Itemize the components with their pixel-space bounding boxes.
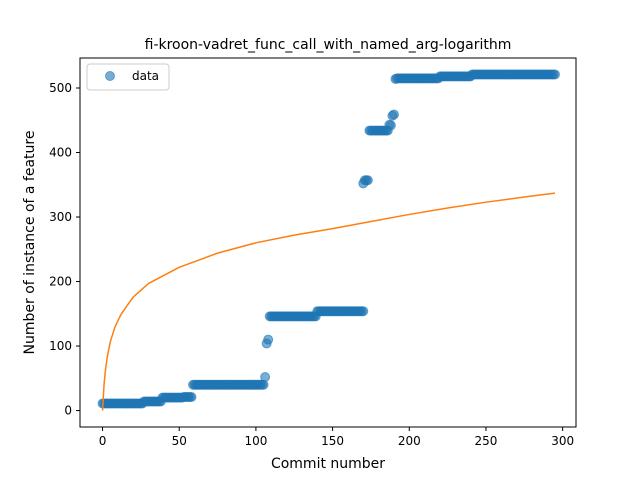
legend-label-data: data — [132, 69, 159, 83]
axis-ticks: 0 50 100 150 200 250 300 0 100 200 300 400 500 — [49, 81, 574, 448]
data-point — [549, 69, 560, 80]
y-tick-label: 100 — [49, 339, 72, 353]
data-point — [260, 372, 271, 382]
data-point — [388, 109, 399, 120]
data-point — [390, 73, 401, 84]
y-tick-label: 200 — [49, 275, 72, 289]
y-tick-label: 500 — [49, 81, 72, 95]
x-tick-label: 100 — [244, 434, 267, 448]
y-tick-label: 0 — [64, 404, 72, 418]
axes-frame — [79, 57, 577, 428]
data-point — [358, 178, 369, 189]
data-point — [358, 306, 369, 317]
x-axis-label: Commit number — [271, 456, 385, 472]
legend-marker-data — [105, 71, 115, 81]
y-tick-label: 400 — [49, 146, 72, 160]
x-tick-label: 200 — [398, 434, 421, 448]
plot-area — [97, 69, 560, 411]
x-tick-label: 150 — [321, 434, 344, 448]
legend: data — [86, 63, 170, 91]
x-tick-label: 250 — [475, 434, 498, 448]
x-tick-label: 50 — [172, 434, 187, 448]
fit-line — [101, 192, 556, 411]
data-point — [186, 392, 197, 402]
x-tick-label: 0 — [99, 434, 107, 448]
data-point — [263, 334, 274, 345]
chart-title: fi-kroon-vadret_func_call_with_named_arg… — [145, 37, 512, 53]
y-axis-label: Number of instance of a feature — [22, 131, 38, 355]
legend-box — [86, 63, 170, 91]
x-tick-label: 300 — [551, 434, 574, 448]
y-tick-label: 300 — [49, 210, 72, 224]
data-point — [385, 120, 396, 131]
